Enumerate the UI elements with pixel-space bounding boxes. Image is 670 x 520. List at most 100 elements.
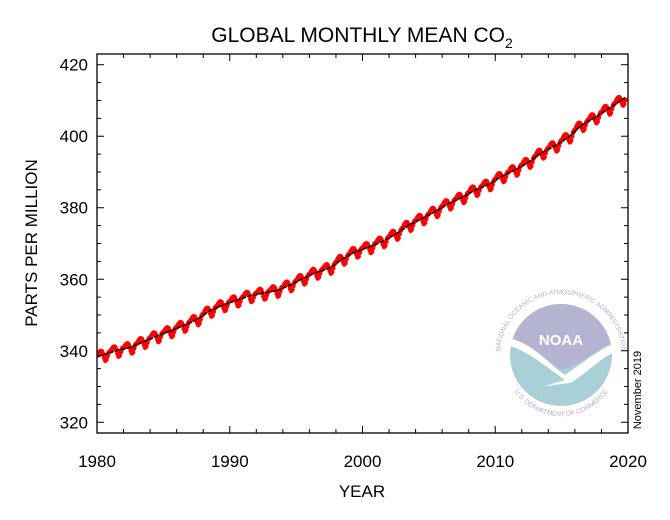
- monthly-point: [357, 250, 363, 256]
- monthly-point: [154, 336, 160, 342]
- monthly-point: [276, 292, 282, 298]
- monthly-point: [488, 186, 494, 191]
- axis-ticks: 1980 1990 2000 2010 2020 320 340 360 380 400 420: [60, 54, 647, 471]
- monthly-point: [192, 314, 198, 320]
- monthly-point: [466, 189, 472, 195]
- monthly-point: [435, 213, 441, 218]
- monthly-point: [227, 298, 233, 304]
- monthly-point: [378, 236, 384, 241]
- monthly-point: [423, 216, 429, 222]
- y-tick-label: 340: [60, 342, 88, 361]
- monthly-point: [134, 340, 140, 346]
- monthly-point: [515, 171, 521, 177]
- monthly-point: [237, 299, 243, 304]
- monthly-point: [484, 179, 490, 184]
- monthly-point: [316, 274, 322, 280]
- monthly-point: [334, 259, 339, 265]
- monthly-point: [287, 285, 293, 291]
- monthly-point: [573, 126, 578, 132]
- monthly-point: [606, 109, 612, 115]
- monthly-point: [148, 334, 154, 340]
- monthly-point: [612, 100, 618, 106]
- monthly-point: [422, 220, 428, 226]
- monthly-point: [184, 324, 190, 329]
- monthly-point: [444, 198, 450, 204]
- monthly-point: [152, 330, 158, 336]
- monthly-point: [550, 140, 556, 146]
- monthly-point: [369, 249, 375, 255]
- monthly-point: [181, 326, 187, 332]
- monthly-point: [179, 320, 185, 326]
- monthly-point: [528, 163, 534, 169]
- monthly-point: [409, 226, 415, 232]
- monthly-point: [196, 321, 202, 326]
- monthly-point: [595, 119, 600, 124]
- monthly-point: [118, 349, 124, 355]
- monthly-point: [207, 311, 213, 317]
- monthly-point: [503, 174, 509, 180]
- y-tick-label: 320: [60, 413, 88, 432]
- monthly-point: [397, 231, 402, 237]
- monthly-point: [211, 309, 217, 314]
- monthly-point: [105, 353, 110, 359]
- monthly-point: [300, 279, 306, 284]
- monthly-point: [391, 229, 397, 234]
- monthly-point: [436, 209, 442, 214]
- monthly-point: [502, 178, 508, 184]
- monthly-point: [274, 291, 280, 297]
- trend-line: [97, 96, 626, 358]
- monthly-point: [450, 201, 456, 207]
- y-axis-label: PARTS PER MILLION: [22, 159, 41, 327]
- monthly-point: [506, 168, 512, 174]
- monthly-point: [556, 143, 562, 149]
- y-tick-label: 380: [60, 199, 88, 218]
- monthly-point: [314, 273, 319, 278]
- monthly-point: [449, 205, 454, 211]
- monthly-point: [289, 287, 295, 293]
- monthly-point: [263, 295, 269, 301]
- x-tick-label: 2010: [476, 452, 514, 471]
- logo-bird: [510, 338, 612, 386]
- monthly-point: [264, 292, 270, 298]
- monthly-point: [480, 183, 485, 188]
- monthly-point: [586, 117, 592, 123]
- monthly-point: [539, 153, 545, 159]
- noaa-logo: NOAA NATIONAL OCEANIC AND ATMOSPHERIC AD…: [495, 289, 627, 418]
- monthly-point: [139, 336, 145, 342]
- monthly-point: [290, 283, 296, 289]
- monthly-point: [174, 324, 180, 330]
- monthly-point: [170, 333, 176, 339]
- monthly-point: [258, 287, 264, 293]
- monthly-point: [559, 137, 565, 143]
- monthly-point: [382, 243, 388, 248]
- monthly-point: [596, 115, 602, 121]
- monthly-point: [112, 344, 118, 350]
- monthly-point: [387, 233, 393, 239]
- monthly-point: [354, 252, 359, 257]
- monthly-point: [433, 211, 439, 217]
- monthly-point: [473, 190, 479, 196]
- monthly-point: [526, 162, 532, 168]
- monthly-point: [471, 184, 477, 190]
- monthly-point: [325, 262, 331, 268]
- monthly-point: [143, 343, 149, 349]
- monthly-point: [351, 246, 357, 252]
- monthly-point: [446, 204, 452, 209]
- monthly-point: [161, 329, 167, 335]
- monthly-point: [101, 355, 107, 361]
- monthly-point: [285, 280, 291, 285]
- monthly-point: [223, 307, 229, 313]
- monthly-point: [241, 294, 246, 299]
- monthly-point: [396, 235, 401, 241]
- monthly-point: [555, 147, 561, 153]
- date-annotation: November 2019: [632, 351, 644, 429]
- monthly-point: [538, 149, 544, 155]
- chart-title: GLOBAL MONTHLY MEAN CO2: [211, 24, 513, 51]
- monthly-point: [581, 126, 587, 132]
- monthly-point: [224, 303, 230, 309]
- monthly-point: [490, 182, 495, 188]
- monthly-point: [141, 342, 147, 348]
- monthly-point: [407, 225, 412, 231]
- y-tick-label: 420: [60, 56, 88, 75]
